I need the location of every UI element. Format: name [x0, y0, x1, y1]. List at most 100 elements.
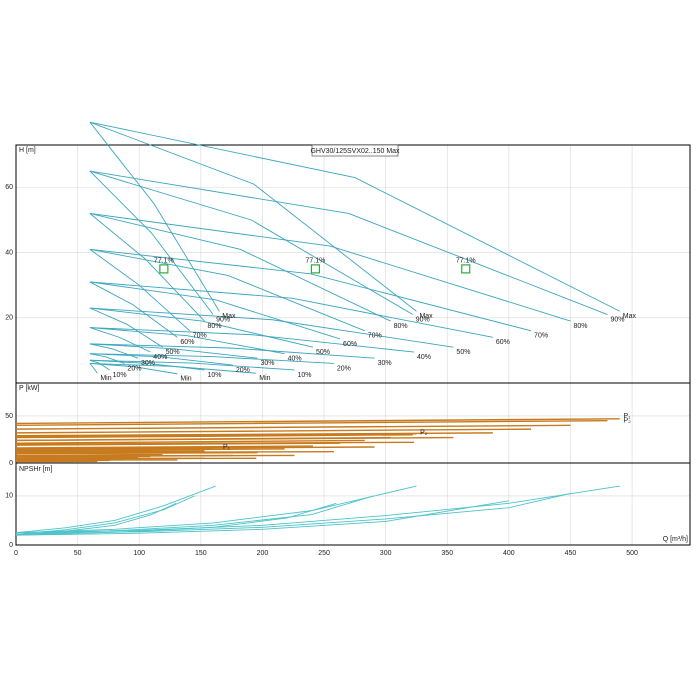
curve-label: 30% — [378, 360, 392, 367]
y-tick-label: 40 — [5, 249, 13, 256]
curve-label: 40% — [417, 354, 431, 361]
curve — [15, 502, 337, 536]
curve — [89, 281, 178, 338]
curve-label: 70% — [368, 333, 382, 340]
curve-label: 80% — [394, 323, 408, 330]
curve — [89, 343, 139, 359]
curve-label: 30% — [261, 360, 275, 367]
curve-label: 40% — [153, 354, 167, 361]
curve — [89, 327, 415, 353]
curve — [15, 448, 214, 451]
curve — [89, 213, 571, 322]
curve-label: Min — [259, 375, 270, 382]
y-tick-label: 10 — [5, 493, 13, 500]
curve-label: Max — [623, 313, 637, 320]
curve — [89, 307, 454, 348]
curve — [15, 495, 374, 535]
curve-label: 10% — [297, 372, 311, 379]
curve — [15, 493, 571, 535]
curve-label: 90% — [216, 316, 230, 323]
curve-label: 20% — [337, 365, 351, 372]
curve — [15, 500, 509, 536]
curve — [89, 359, 205, 371]
curve — [89, 213, 205, 322]
curve-label: 70% — [534, 333, 548, 340]
y-axis-label: NPSHr [m] — [19, 466, 53, 473]
curve — [89, 353, 125, 364]
curve-label: 50% — [166, 349, 180, 356]
curve — [15, 418, 620, 425]
x-tick-label: 100 — [133, 550, 145, 557]
curve — [89, 343, 258, 359]
curve — [15, 433, 417, 438]
curve — [89, 327, 285, 355]
x-tick-label: 350 — [441, 550, 453, 557]
x-tick-label: 300 — [380, 550, 392, 557]
curve — [89, 359, 110, 371]
curve — [89, 359, 295, 371]
curve-label: 90% — [610, 316, 624, 323]
curve-label: 80% — [573, 323, 587, 330]
curve — [89, 281, 493, 338]
curve — [89, 307, 314, 348]
curve-label: 60% — [343, 341, 357, 348]
curve — [15, 436, 391, 442]
curve-label: 50% — [316, 349, 330, 356]
x-tick-label: 450 — [565, 550, 577, 557]
curve — [89, 353, 334, 364]
curve — [15, 451, 190, 454]
curve-label: 10% — [113, 372, 127, 379]
curve — [89, 353, 233, 366]
curve — [15, 441, 414, 445]
curve — [89, 362, 178, 375]
y-tick-label: 0 — [9, 460, 13, 467]
curve-label: Min — [100, 375, 111, 382]
chart-title: GHV30/125SVX02..150 Max — [310, 148, 400, 155]
y-tick-label: 60 — [5, 184, 13, 191]
x-tick-label: 150 — [195, 550, 207, 557]
curve — [15, 485, 417, 534]
title-box — [311, 144, 399, 157]
curve-label: 40% — [288, 356, 302, 363]
y-axis-label: P [kW] — [19, 385, 40, 392]
curve-label: 60% — [496, 339, 510, 346]
curve-label: 60% — [180, 339, 194, 346]
curve-label: 70% — [193, 333, 207, 340]
curve — [89, 363, 98, 374]
y-tick-label: 0 — [9, 542, 13, 549]
curve — [15, 451, 178, 455]
y-tick-label: 20 — [5, 315, 13, 322]
curve — [15, 453, 163, 457]
curve — [15, 495, 195, 535]
curve-label: 30% — [141, 360, 155, 367]
bep-label: 77.1% — [154, 258, 174, 265]
curve — [89, 170, 413, 315]
x-tick-label: 400 — [503, 550, 515, 557]
curve — [89, 170, 608, 315]
y-axis-label: H [m] — [19, 147, 36, 154]
curve — [89, 281, 341, 340]
curve-label: 50% — [456, 349, 470, 356]
curve — [15, 434, 413, 439]
curve — [15, 445, 313, 449]
curve — [15, 450, 205, 453]
curve — [89, 121, 620, 312]
curve — [89, 343, 375, 359]
curve — [89, 121, 417, 312]
x-axis-label: Q [m³/h] — [663, 536, 688, 543]
curve-label: Max — [222, 313, 236, 320]
annotation: P₁ — [623, 413, 631, 420]
curve — [89, 170, 214, 315]
bep-label: 77.1% — [305, 258, 325, 265]
x-tick-label: 50 — [74, 550, 82, 557]
bep-marker — [159, 264, 169, 274]
curve — [89, 327, 151, 353]
y-tick-label: 50 — [5, 413, 13, 420]
annotation: P₂ — [420, 430, 428, 437]
bep-marker — [461, 264, 471, 274]
curve — [89, 213, 391, 322]
curve-label: Min — [180, 376, 191, 383]
curve-label: 20% — [127, 365, 141, 372]
annotation: P₁ — [223, 444, 231, 451]
